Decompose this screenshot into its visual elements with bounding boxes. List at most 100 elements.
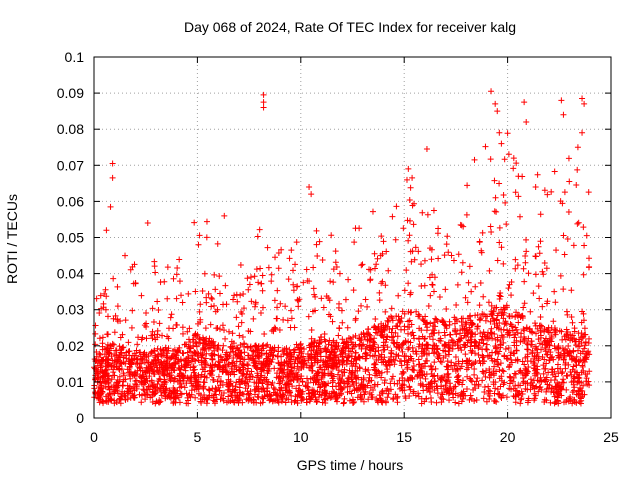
data-point (344, 324, 351, 331)
data-point (286, 255, 293, 262)
data-point (259, 343, 266, 350)
data-point (322, 381, 329, 388)
data-point (479, 377, 486, 384)
data-point (570, 242, 577, 249)
data-point (211, 398, 218, 405)
data-point (174, 264, 181, 271)
data-point (429, 281, 436, 288)
data-point (296, 382, 303, 389)
data-point (323, 390, 330, 397)
data-point (178, 292, 185, 299)
data-point (171, 346, 178, 353)
data-point (459, 358, 466, 365)
data-point (341, 395, 348, 402)
data-point (465, 279, 472, 286)
data-point (113, 363, 120, 370)
data-point (483, 341, 490, 348)
data-point (239, 373, 246, 380)
data-point (179, 330, 186, 337)
data-point (382, 323, 389, 330)
data-point (580, 310, 587, 317)
data-point (480, 340, 487, 347)
data-point (149, 305, 156, 312)
data-point (443, 363, 450, 370)
data-point (454, 281, 461, 288)
data-point (109, 357, 116, 364)
data-point (355, 374, 362, 381)
data-point (480, 395, 487, 402)
data-point (545, 326, 552, 333)
data-point (243, 396, 250, 403)
data-point (583, 232, 590, 239)
data-point (99, 334, 106, 341)
data-point (538, 386, 545, 393)
data-point (322, 399, 329, 406)
data-point (429, 281, 436, 288)
data-point (108, 391, 115, 398)
data-point (551, 393, 558, 400)
data-point (424, 211, 431, 218)
data-point (348, 390, 355, 397)
data-point (533, 346, 540, 353)
data-point (152, 357, 159, 364)
data-point (500, 392, 507, 399)
data-point (116, 373, 123, 380)
data-point (251, 342, 258, 349)
data-point (423, 351, 430, 358)
data-point (316, 340, 323, 347)
data-point (463, 366, 470, 373)
data-point (216, 290, 223, 297)
data-point (241, 349, 248, 356)
y-tick-label: 0.1 (65, 49, 85, 65)
data-point (510, 155, 517, 162)
data-point (313, 227, 320, 234)
data-point (394, 339, 401, 346)
data-point (358, 331, 365, 338)
data-point (459, 326, 466, 333)
data-point (196, 308, 203, 315)
data-point (481, 383, 488, 390)
data-point (152, 384, 159, 391)
data-point (486, 395, 493, 402)
data-point (185, 290, 192, 297)
data-point (477, 330, 484, 337)
data-point (322, 338, 329, 345)
data-point (213, 386, 220, 393)
data-point (212, 385, 219, 392)
data-point (270, 326, 277, 333)
data-point (388, 334, 395, 341)
data-point (314, 388, 321, 395)
data-point (422, 375, 429, 382)
data-point (521, 99, 528, 106)
data-point (463, 211, 470, 218)
data-point (579, 362, 586, 369)
data-point (423, 146, 430, 153)
data-point (462, 294, 469, 301)
data-point (534, 325, 541, 332)
data-point (345, 354, 352, 361)
data-point (149, 367, 156, 374)
data-point (216, 273, 223, 280)
data-point (358, 302, 365, 309)
data-point (309, 308, 316, 315)
data-point (421, 336, 428, 343)
data-point (127, 394, 134, 401)
data-point (102, 306, 109, 313)
data-point (428, 246, 435, 253)
data-point (240, 305, 247, 312)
data-point (108, 396, 115, 403)
data-point (550, 356, 557, 363)
data-point (512, 371, 519, 378)
data-point (446, 331, 453, 338)
data-point (430, 288, 437, 295)
data-point (212, 391, 219, 398)
data-point (203, 350, 210, 357)
data-point (541, 356, 548, 363)
data-point (310, 285, 317, 292)
data-point (381, 379, 388, 386)
data-point (251, 303, 258, 310)
data-point (565, 155, 572, 162)
data-point (369, 208, 376, 215)
data-point (214, 306, 221, 313)
data-point (209, 295, 216, 302)
